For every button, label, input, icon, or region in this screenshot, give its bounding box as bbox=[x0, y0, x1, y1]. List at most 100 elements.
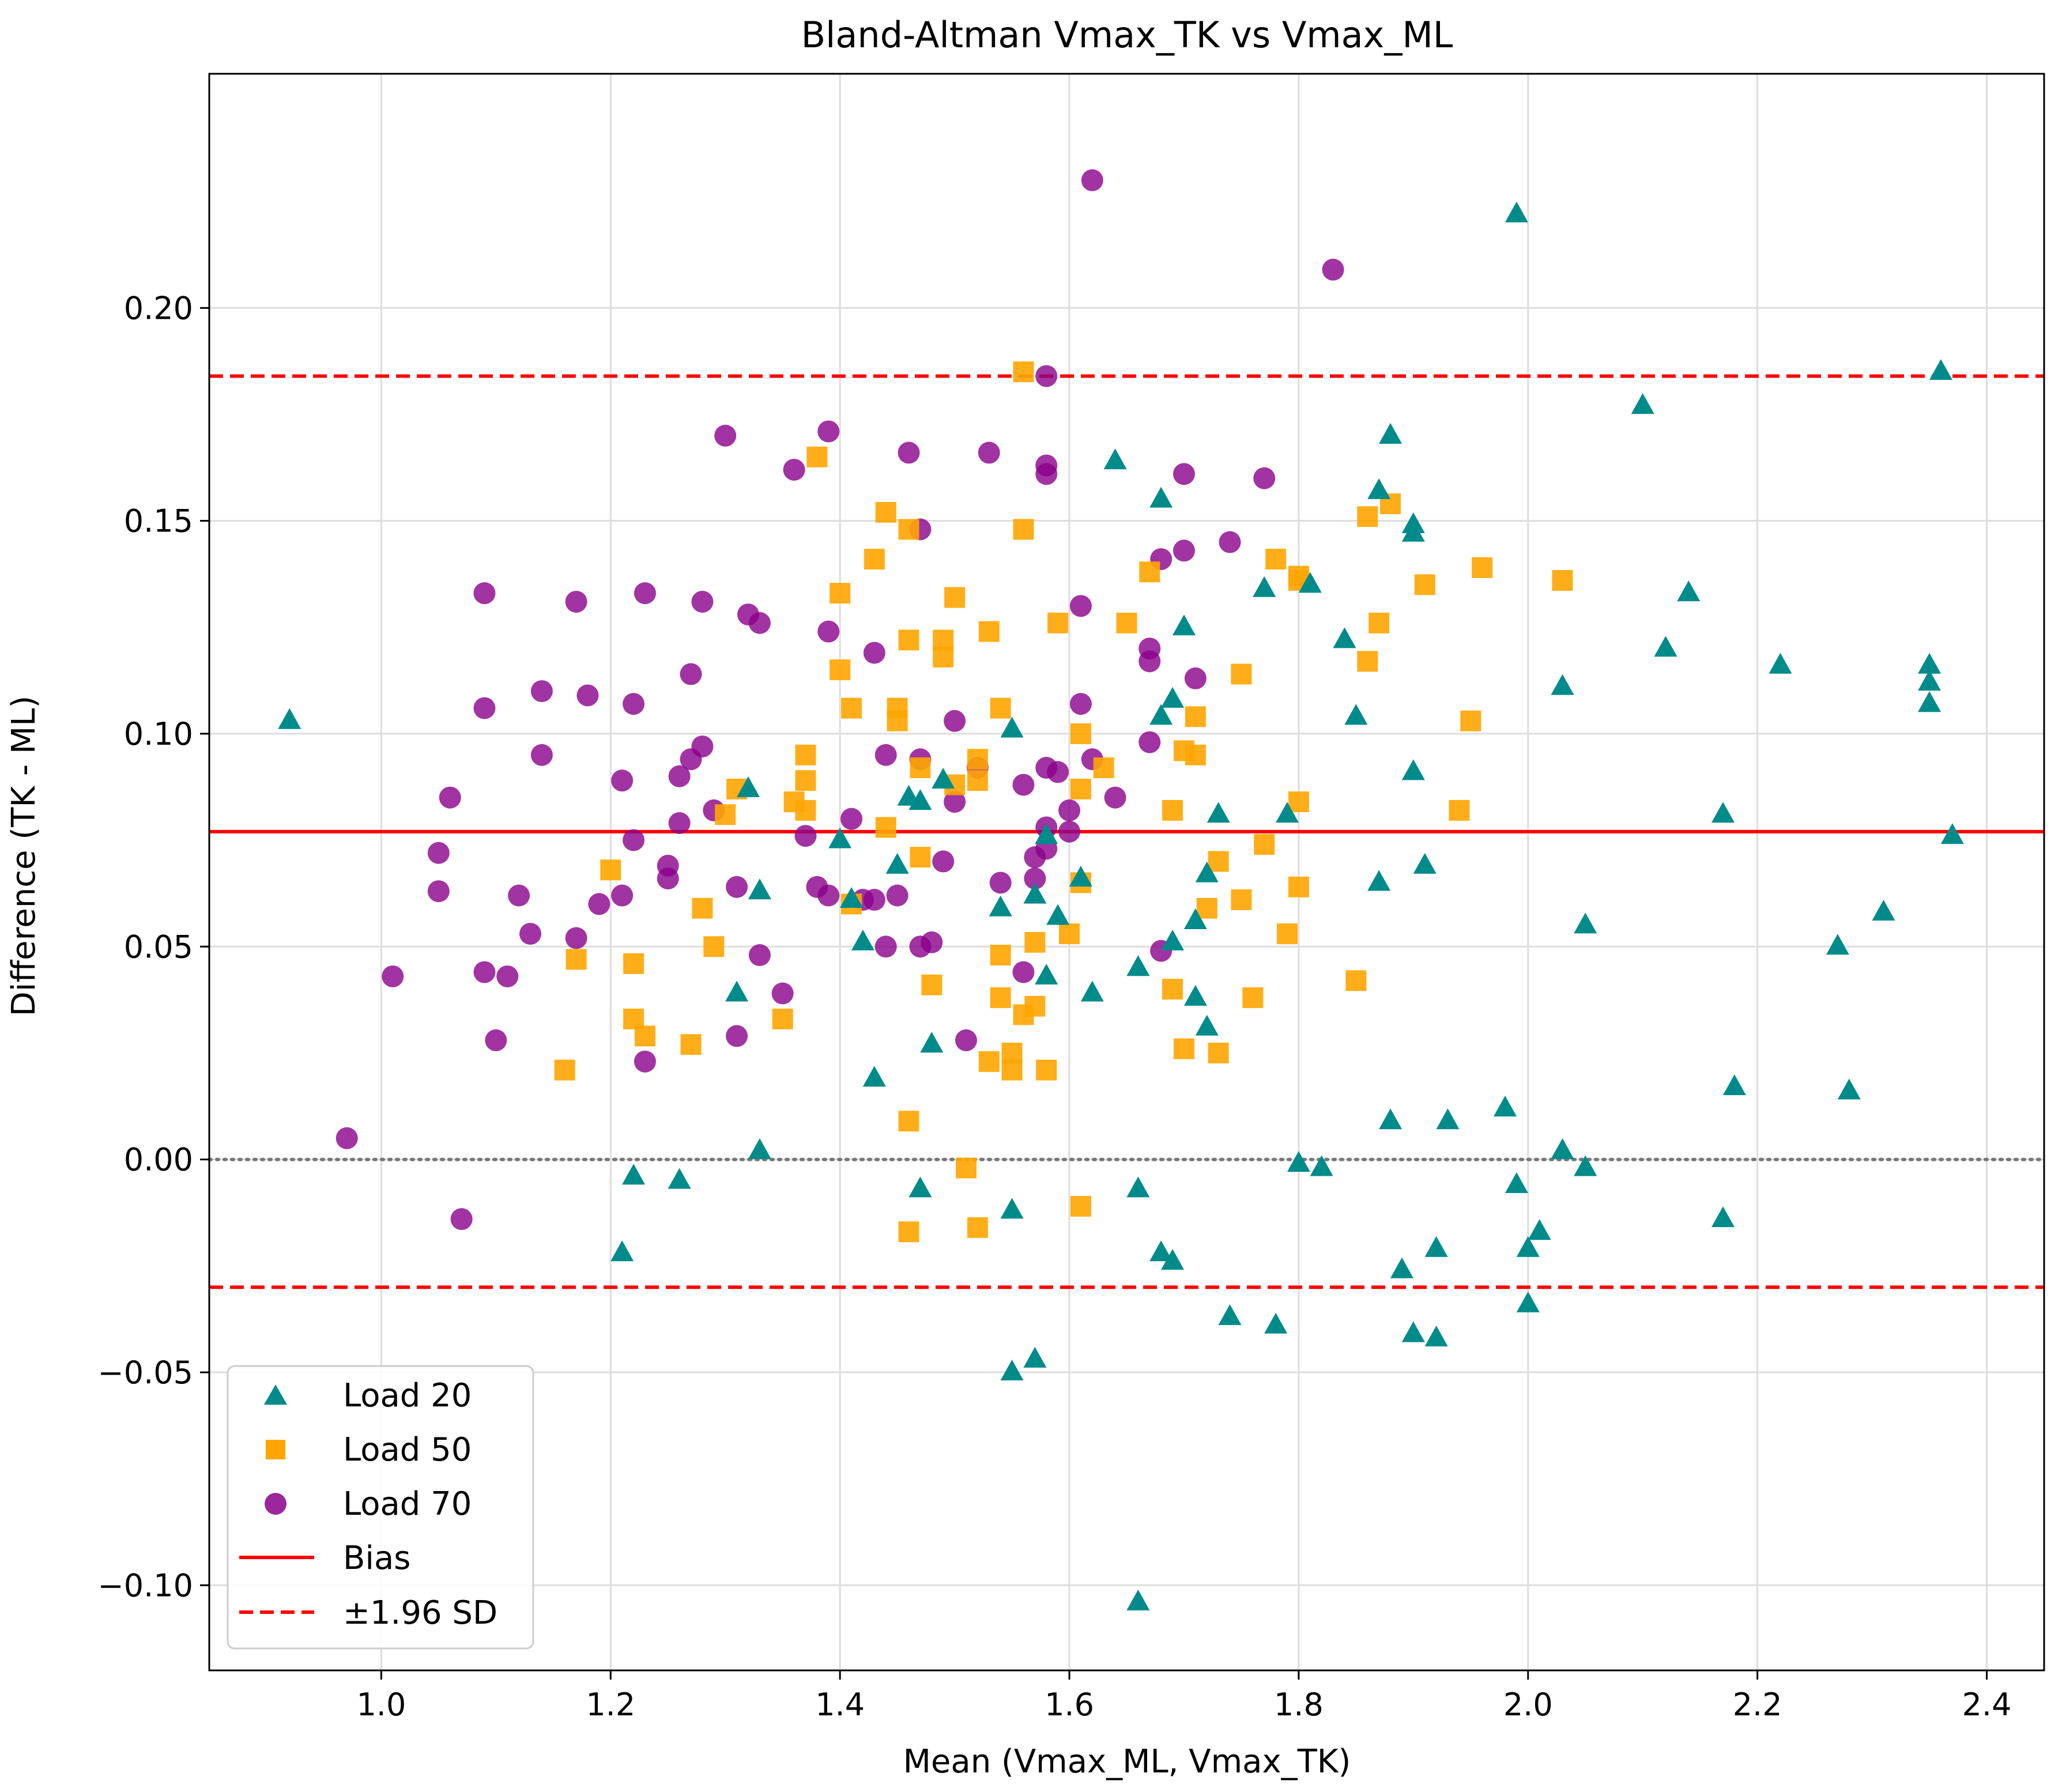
data-point bbox=[932, 850, 955, 873]
data-point bbox=[611, 769, 634, 792]
legend-label-sd: ±1.96 SD bbox=[343, 1594, 497, 1632]
data-point bbox=[1070, 1195, 1091, 1217]
data-point bbox=[1277, 923, 1298, 945]
data-point bbox=[1035, 823, 1058, 844]
data-point bbox=[473, 697, 496, 719]
data-point bbox=[1069, 595, 1092, 617]
data-point bbox=[1368, 612, 1390, 633]
data-point bbox=[1162, 799, 1183, 821]
data-point bbox=[691, 735, 714, 758]
data-points bbox=[278, 169, 1964, 1610]
data-point bbox=[840, 887, 864, 908]
data-point bbox=[1024, 995, 1046, 1017]
data-point bbox=[1183, 984, 1207, 1006]
data-point bbox=[680, 663, 702, 685]
data-point bbox=[439, 786, 461, 809]
legend: Load 20 Load 50 Load 70 Bias ±1.96 SD bbox=[227, 1365, 534, 1650]
data-point bbox=[898, 519, 919, 540]
data-point bbox=[1208, 851, 1229, 872]
data-point bbox=[1344, 704, 1368, 725]
reference-lines bbox=[208, 374, 2046, 1289]
x-tick-label: 1.8 bbox=[1274, 1687, 1324, 1723]
data-point bbox=[989, 895, 1012, 916]
data-point bbox=[1631, 393, 1654, 414]
data-point bbox=[817, 420, 840, 443]
data-point bbox=[967, 770, 988, 791]
data-point bbox=[1551, 1138, 1574, 1159]
data-point bbox=[898, 1221, 919, 1243]
data-point bbox=[978, 442, 1000, 464]
data-point bbox=[1080, 980, 1104, 1002]
data-point bbox=[990, 945, 1011, 966]
data-point bbox=[519, 923, 542, 945]
data-point bbox=[898, 442, 920, 464]
data-point bbox=[1254, 833, 1275, 855]
y-axis-label: Difference (TK - ML) bbox=[5, 696, 43, 1016]
data-point bbox=[1367, 870, 1391, 891]
y-tick-label: −0.10 bbox=[98, 1567, 193, 1604]
data-point bbox=[1185, 706, 1206, 727]
x-tick-label: 2.2 bbox=[1733, 1687, 1782, 1723]
x-tick-label: 1.4 bbox=[815, 1687, 865, 1723]
data-point bbox=[692, 897, 713, 919]
data-point bbox=[1126, 955, 1150, 976]
data-point bbox=[898, 1111, 919, 1132]
data-point bbox=[795, 770, 816, 791]
data-point bbox=[1173, 463, 1195, 485]
data-point bbox=[1379, 422, 1403, 444]
data-point bbox=[1070, 723, 1091, 744]
data-point bbox=[1162, 979, 1183, 1000]
x-tick-label: 1.0 bbox=[356, 1687, 406, 1723]
data-point bbox=[691, 590, 714, 613]
data-point bbox=[1000, 1359, 1024, 1380]
data-point bbox=[1139, 561, 1160, 583]
data-point bbox=[668, 1168, 691, 1189]
data-point bbox=[610, 1240, 634, 1262]
data-point bbox=[910, 757, 931, 779]
data-point bbox=[863, 642, 885, 664]
data-point bbox=[1367, 478, 1391, 499]
data-point bbox=[1472, 557, 1493, 578]
data-point bbox=[1172, 614, 1196, 636]
series-load-70 bbox=[335, 169, 1344, 1231]
data-point bbox=[1333, 627, 1356, 648]
axes-frame bbox=[208, 73, 2045, 1672]
data-point bbox=[967, 749, 988, 770]
y-tick-label: 0.10 bbox=[124, 716, 193, 752]
data-point bbox=[955, 1157, 977, 1179]
legend-triangle-marker bbox=[264, 1384, 287, 1405]
data-point bbox=[1218, 1304, 1242, 1325]
data-point bbox=[1551, 674, 1574, 695]
data-point bbox=[1918, 652, 1941, 674]
data-point bbox=[427, 880, 450, 903]
data-point bbox=[703, 936, 725, 957]
y-tick-label: 0.15 bbox=[124, 503, 193, 540]
data-point bbox=[1149, 486, 1173, 508]
legend-label-load-50: Load 50 bbox=[343, 1431, 472, 1469]
data-point bbox=[1276, 802, 1299, 823]
data-point bbox=[1357, 506, 1378, 527]
data-point bbox=[1231, 889, 1252, 911]
data-point bbox=[576, 684, 599, 707]
data-point bbox=[978, 1051, 1000, 1072]
data-point bbox=[1161, 1248, 1185, 1270]
data-point bbox=[725, 980, 749, 1002]
data-point bbox=[1058, 820, 1081, 843]
data-point bbox=[841, 697, 862, 719]
data-point bbox=[1253, 467, 1276, 489]
data-point bbox=[1036, 1059, 1057, 1081]
data-point bbox=[1940, 823, 1964, 844]
data-point bbox=[1047, 612, 1069, 633]
data-point bbox=[748, 1138, 771, 1159]
data-point bbox=[1574, 1155, 1597, 1176]
legend-box bbox=[227, 1365, 534, 1650]
data-point bbox=[1024, 931, 1046, 953]
data-point bbox=[634, 582, 656, 605]
data-point bbox=[910, 847, 931, 868]
series-load-50 bbox=[554, 361, 1573, 1243]
data-point bbox=[278, 708, 301, 729]
data-point bbox=[1001, 1042, 1023, 1063]
data-point bbox=[1013, 361, 1034, 383]
data-point bbox=[932, 768, 955, 789]
y-tick-label: 0.05 bbox=[124, 929, 193, 965]
